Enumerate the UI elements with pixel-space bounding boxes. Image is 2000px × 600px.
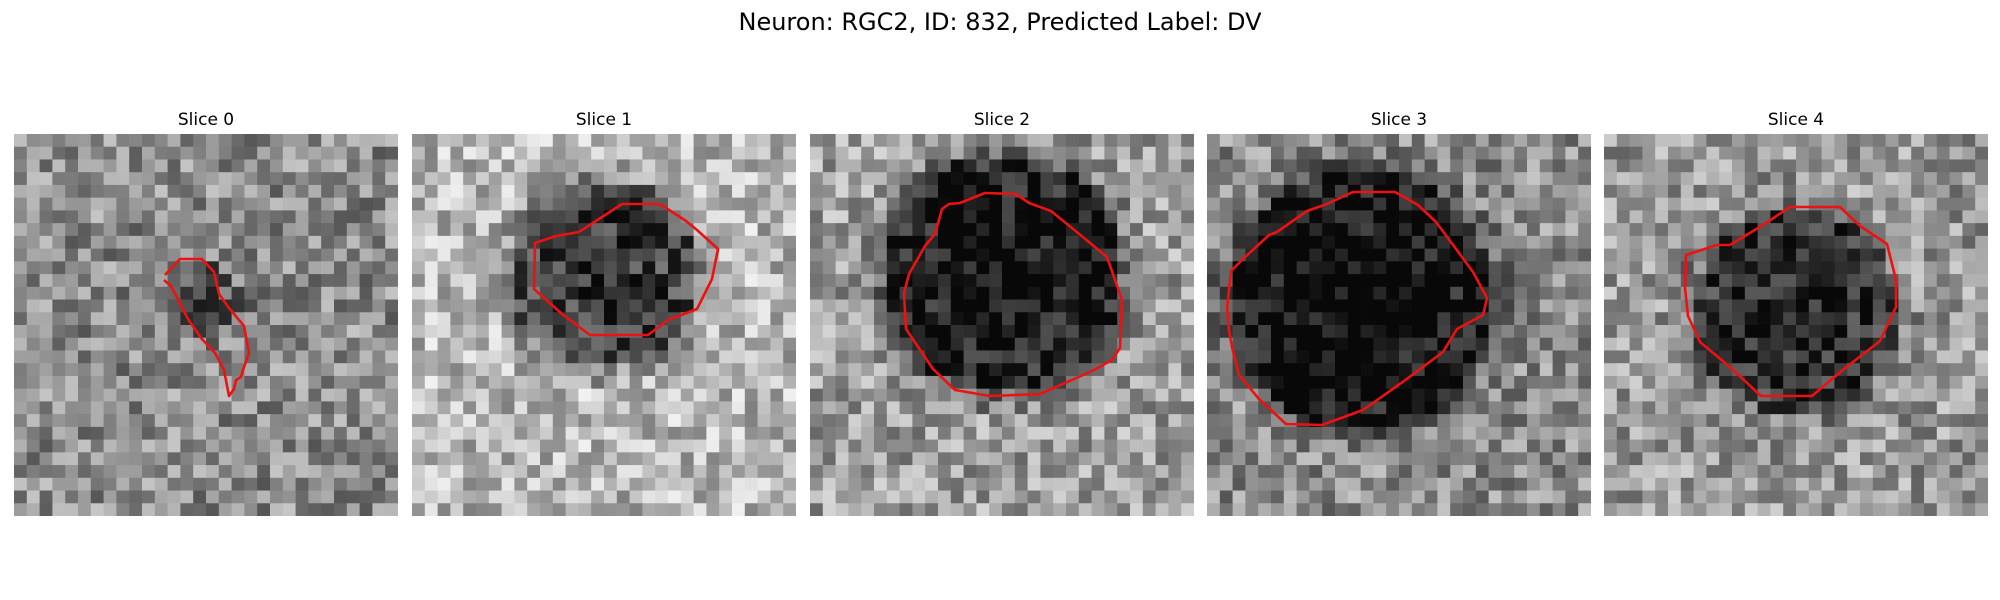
slice-title-1: Slice 1 <box>575 110 633 130</box>
slice-panel-4: Slice 4 <box>1604 110 1988 516</box>
slice-panel-0: Slice 0 <box>14 110 398 516</box>
pixel-grid-1 <box>412 134 796 516</box>
slice-title-3: Slice 3 <box>1370 110 1428 130</box>
slice-image-1 <box>412 134 796 516</box>
slice-image-0 <box>14 134 398 516</box>
slice-panel-2: Slice 2 <box>810 110 1194 516</box>
slice-title-4: Slice 4 <box>1767 110 1825 130</box>
pixel-grid-2 <box>810 134 1194 516</box>
slice-image-2 <box>810 134 1194 516</box>
slice-panel-1: Slice 1 <box>412 110 796 516</box>
neuron-contour-3 <box>1225 190 1489 427</box>
slice-image-4 <box>1604 134 1988 516</box>
neuron-contour-1 <box>532 202 720 337</box>
neuron-contour-2 <box>902 191 1124 398</box>
slice-title-0: Slice 0 <box>177 110 235 130</box>
neuron-contour-0 <box>163 257 251 398</box>
slice-title-2: Slice 2 <box>973 110 1031 130</box>
pixel-grid-4 <box>1604 134 1988 516</box>
slice-image-3 <box>1207 134 1591 516</box>
neuron-contour-4 <box>1683 205 1898 398</box>
slice-panel-3: Slice 3 <box>1207 110 1591 516</box>
pixel-grid-0 <box>14 134 398 516</box>
figure-title: Neuron: RGC2, ID: 832, Predicted Label: … <box>738 8 1262 36</box>
pixel-grid-3 <box>1207 134 1591 516</box>
